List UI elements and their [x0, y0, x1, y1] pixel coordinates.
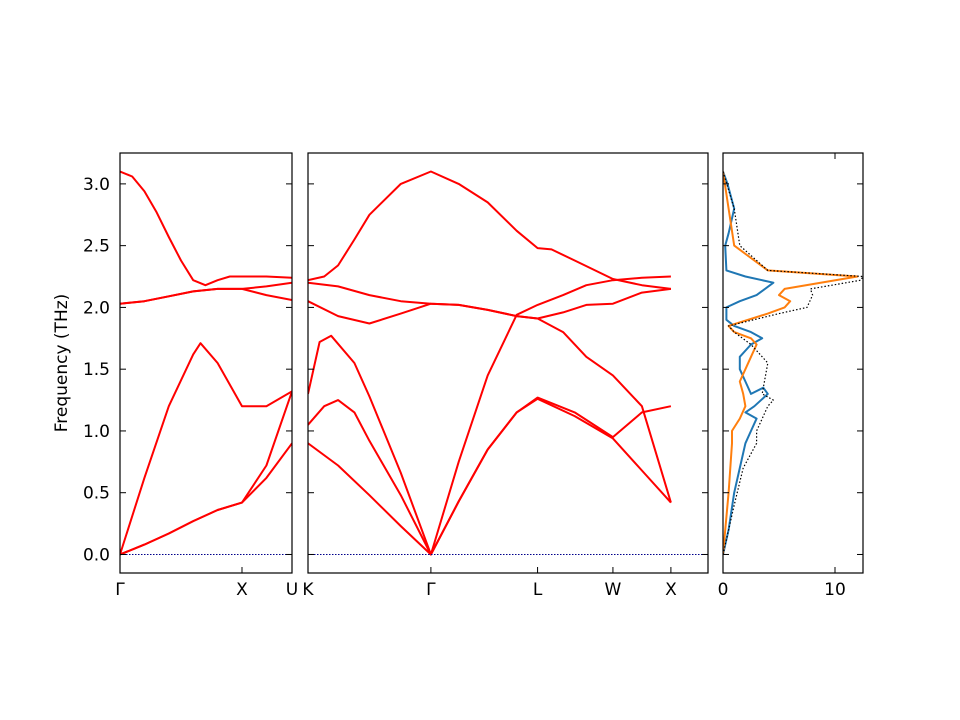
dos-xtick-label: 10	[824, 580, 846, 600]
panel1-band-3	[120, 442, 292, 556]
ytick-label: 1.5	[83, 360, 110, 380]
panel1-xtick-label: Γ	[115, 580, 125, 600]
dos-frame	[722, 152, 864, 574]
ytick-label: 2.5	[83, 237, 110, 257]
panel2-band-4	[308, 300, 672, 503]
panel2-band-1	[308, 397, 672, 556]
panel1-xtick-label: X	[236, 580, 248, 600]
panel2-xtick-label: W	[605, 580, 622, 600]
ytick-label: 2.0	[83, 298, 110, 318]
ytick-label: 1.0	[83, 422, 110, 442]
panel2-frame	[307, 152, 709, 574]
y-axis-label: Frequency (THz)	[52, 294, 72, 433]
dos-series-3	[723, 171, 863, 555]
panel1-band-5	[120, 281, 292, 305]
panel1-bands	[120, 170, 292, 556]
panel2-band-2	[308, 396, 672, 556]
panel2-bands	[308, 170, 672, 556]
axes-frames-layer	[119, 152, 864, 574]
panel1-band-6	[120, 170, 292, 287]
ytick-label: 0.0	[83, 545, 110, 565]
panel2-xtick-label: K	[302, 580, 314, 600]
tick-labels-layer: Γ X U K Γ L W X 0 10 0.0 0.5 1.0 1.5 2.0 2.5 3.0	[83, 175, 846, 600]
bands-layer	[120, 170, 672, 556]
dos-series-1	[723, 171, 775, 555]
panel1-xtick-label: U	[286, 580, 298, 600]
ytick-label: 0.5	[83, 484, 110, 504]
panel2-xtick-label: L	[533, 580, 543, 600]
panel1-frame	[119, 152, 293, 574]
dos-series-layer	[723, 171, 863, 555]
panel1-band-2	[120, 342, 292, 555]
dos-series-2	[723, 171, 859, 555]
ticks-layer	[119, 153, 863, 573]
panel2-xtick-label: X	[665, 580, 677, 600]
panel2-band-5	[308, 281, 672, 320]
panel2-band-3	[308, 275, 671, 556]
dos-curves	[723, 171, 863, 555]
panel2-band-6	[308, 170, 672, 290]
dos-xtick-label: 0	[718, 580, 729, 600]
ytick-label: 3.0	[83, 175, 110, 195]
panel2-xtick-label: Γ	[426, 580, 436, 600]
